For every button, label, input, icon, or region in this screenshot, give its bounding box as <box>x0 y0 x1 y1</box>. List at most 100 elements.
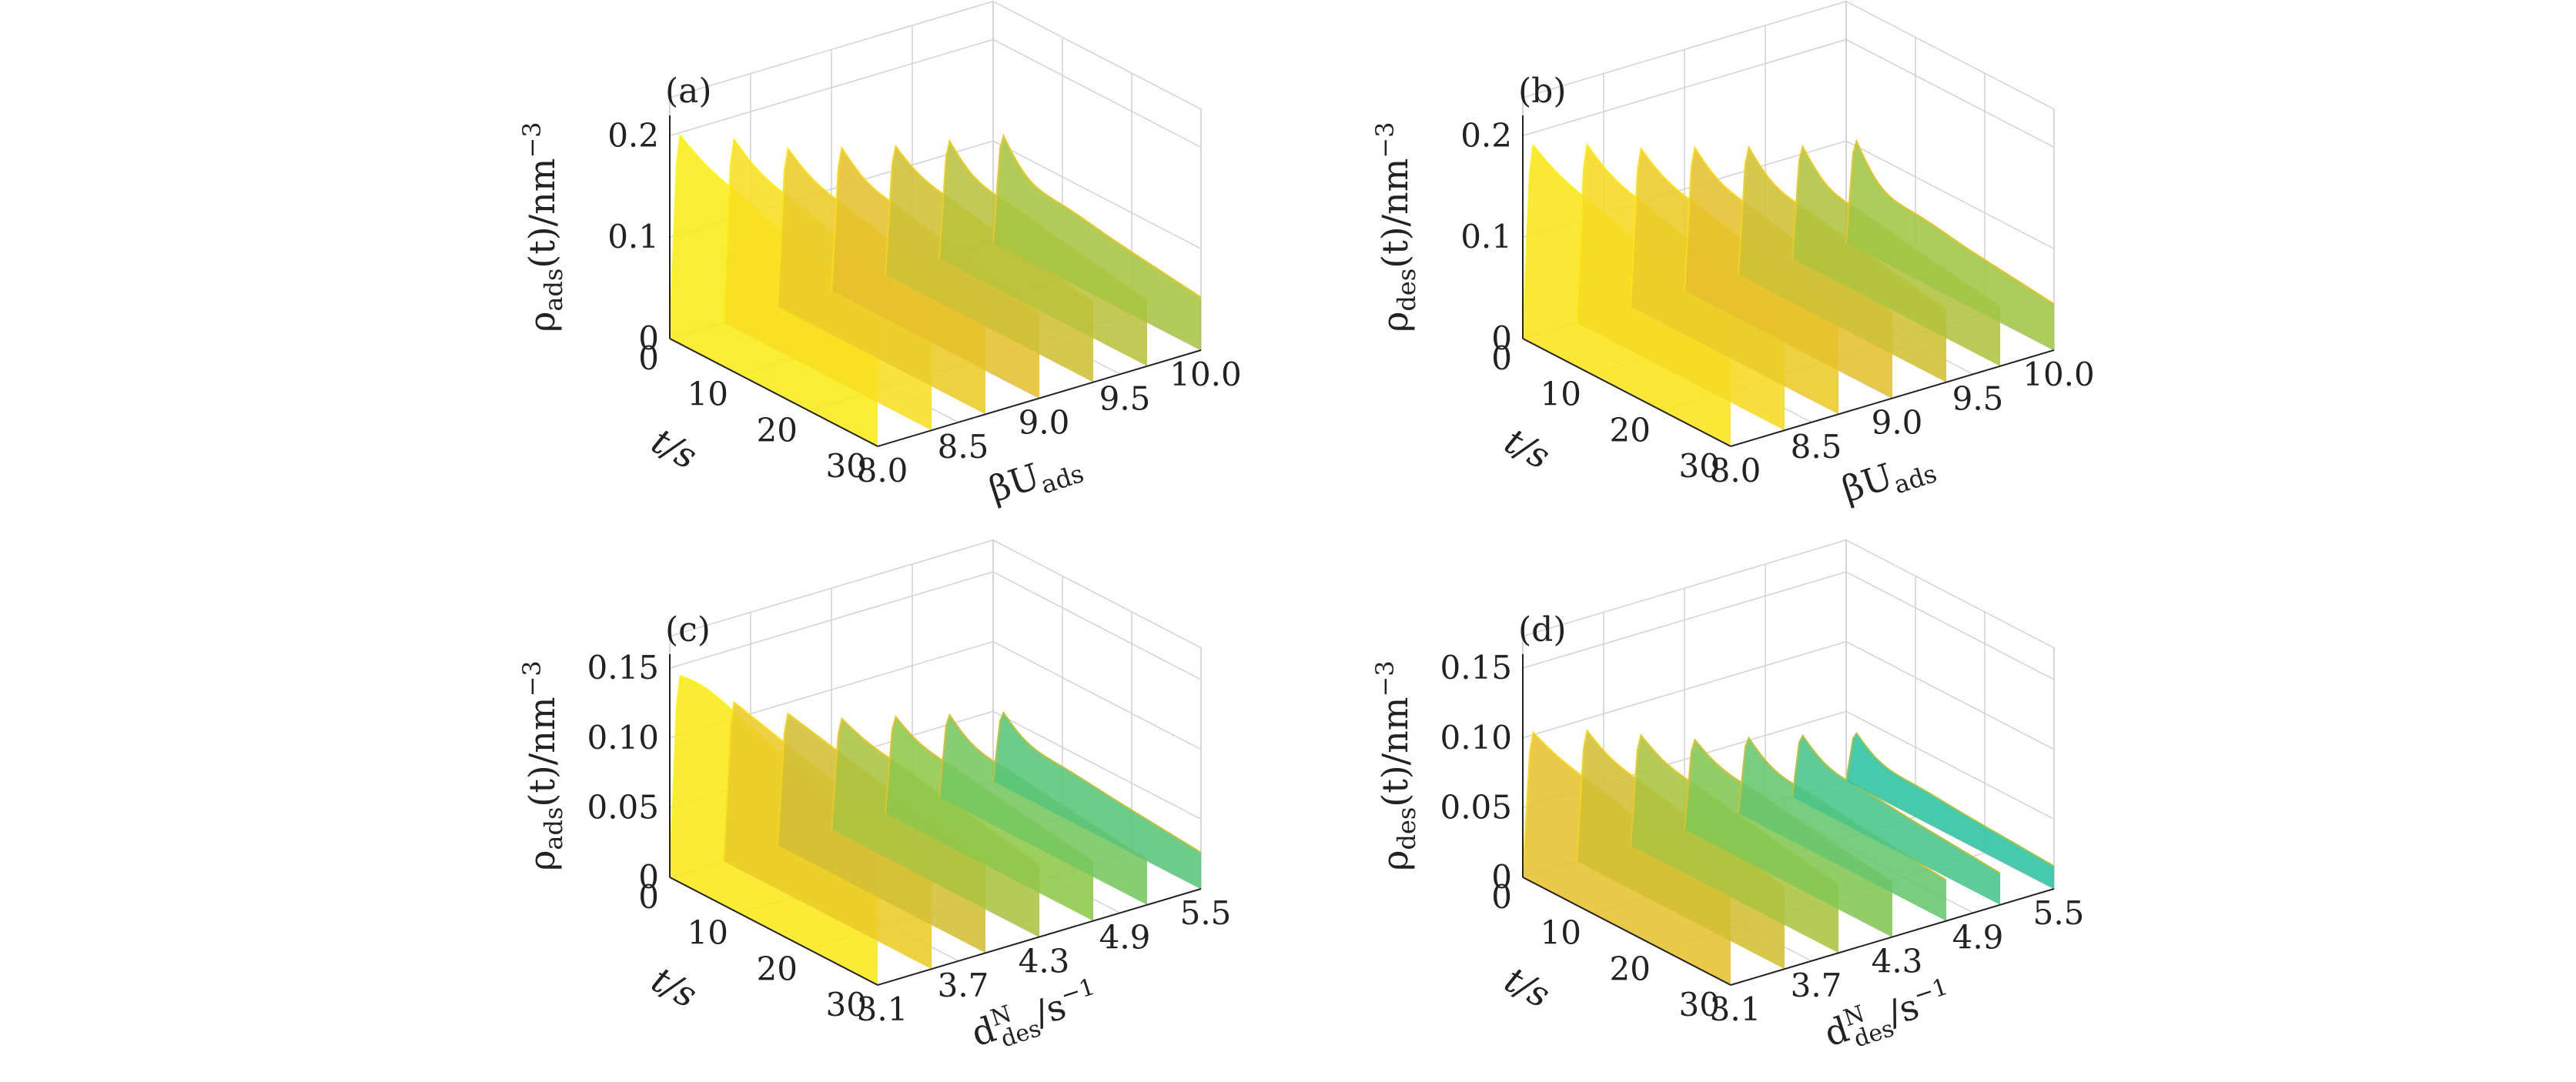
z-title-sup: −3 <box>517 122 547 158</box>
y-tick-label: 20 <box>757 411 798 449</box>
y-tick-label: 20 <box>757 950 798 987</box>
surface-ridge <box>1792 735 2000 905</box>
z-title-main: ρ <box>521 850 563 871</box>
z-title-rest: (t)/nm <box>1374 159 1416 269</box>
z-title-rest: (t)/nm <box>521 697 563 807</box>
svg-text:βUads: βUads <box>984 442 1087 516</box>
y-tick-label: 10 <box>687 914 728 952</box>
y-tick-label: 0 <box>1491 878 1512 916</box>
z-title-sub: des <box>1392 807 1421 850</box>
x-tick-label: 5.5 <box>1180 894 1232 932</box>
panel-label: (d) <box>1518 610 1567 650</box>
t-title: t/s <box>1498 959 1557 1017</box>
surface <box>669 133 1202 446</box>
surface-ridge-edge <box>992 133 1202 299</box>
x-title-main: βU <box>1837 455 1898 510</box>
y-tick-label: 10 <box>1541 376 1581 413</box>
y-tick-label: 30 <box>826 986 867 1024</box>
z-tick-label: 0 <box>1491 858 1512 896</box>
y-tick-label: 20 <box>1610 411 1651 449</box>
z-tick-label: 0.10 <box>587 719 659 756</box>
panel-label: (a) <box>665 72 712 111</box>
z-title-sub: des <box>1392 269 1421 312</box>
z-axis-title: ρads(t)/nm−3 <box>517 122 568 332</box>
x-tick-label: 8.0 <box>857 452 908 489</box>
z-title-sup: −3 <box>1370 660 1400 696</box>
x-tick-label: 10.0 <box>1169 356 1242 393</box>
x-title-sub: ads <box>1890 459 1940 499</box>
t-title: t/s <box>645 959 704 1017</box>
z-tick-label: 0.1 <box>1460 218 1512 255</box>
z-axis-title: ρdes(t)/nm−3 <box>1370 122 1421 332</box>
surface <box>1522 139 2055 446</box>
z-tick-label: 0.1 <box>607 218 659 255</box>
x-tick-label: 9.0 <box>1019 404 1070 442</box>
svg-text:ρads(t)/nm−3: ρads(t)/nm−3 <box>517 122 568 332</box>
z-tick-label: 0 <box>638 858 659 896</box>
surface-ridge <box>1846 141 2054 350</box>
axes-frame <box>669 115 1202 447</box>
svg-text:ρdes(t)/nm−3: ρdes(t)/nm−3 <box>1370 122 1421 332</box>
x-tick-label: 10.0 <box>2022 356 2095 393</box>
x-tick-label: 3.1 <box>1710 990 1761 1028</box>
t-title: t/s <box>1498 420 1557 478</box>
y-tick-label: 10 <box>1541 914 1581 952</box>
z-tick-label: 0 <box>638 319 659 357</box>
z-tick-label: 0.15 <box>587 649 659 686</box>
z-tick-label: 0.2 <box>1460 116 1512 154</box>
svg-text:ρads(t)/nm−3: ρads(t)/nm−3 <box>517 660 568 870</box>
x-tick-label: 8.5 <box>938 428 989 466</box>
z-tick-label: 0.10 <box>1440 719 1512 756</box>
x-tick-label: 3.1 <box>857 990 908 1028</box>
x-tick-label: 8.0 <box>1710 452 1761 489</box>
z-title-rest: (t)/nm <box>1374 697 1416 807</box>
z-tick-label: 0.15 <box>1440 649 1512 686</box>
z-title-sub: ads <box>539 807 568 850</box>
y-tick-label: 0 <box>638 878 659 916</box>
surface <box>669 675 1202 985</box>
x-tick-label: 4.9 <box>1099 918 1151 956</box>
z-title-sub: ads <box>539 269 568 312</box>
z-tick-label: 0.05 <box>1440 788 1512 826</box>
z-tick-label: 0 <box>1491 319 1512 357</box>
z-title-main: ρ <box>1374 850 1416 871</box>
y-tick-label: 30 <box>826 447 867 485</box>
x-tick-label: 9.5 <box>1952 379 2004 417</box>
t-axis-title: t/s <box>645 959 704 1017</box>
z-tick-label: 0.05 <box>587 788 659 826</box>
z-title-sup: −3 <box>517 660 547 696</box>
z-title-main: ρ <box>1374 312 1416 332</box>
x-tick-label: 3.7 <box>938 967 989 1004</box>
t-axis-title: t/s <box>645 420 704 478</box>
surface-ridge-edge <box>1845 139 2055 305</box>
x-tick-label: 9.5 <box>1099 379 1151 417</box>
panel-a: 00.10.201020308.08.59.09.510.0(a)ρads(t)… <box>517 0 1242 516</box>
z-title-rest: (t)/nm <box>521 159 563 269</box>
panel-d: 0 0.05 0.10 0.15 0 10 20 303.1 3.7 4.3 4.9 5.5 (d) ρd… <box>1370 539 2084 1054</box>
y-tick-label: 30 <box>1679 986 1720 1024</box>
x-tick-label: 4.3 <box>1019 943 1070 980</box>
y-tick-label: 10 <box>687 376 728 413</box>
axes-frame <box>669 654 1202 986</box>
x-tick-label: 4.9 <box>1952 918 2004 956</box>
x-title-sub: ads <box>1037 459 1087 499</box>
surface-ridge <box>1846 733 2054 889</box>
x-axis-title: βUads <box>984 442 1087 516</box>
x-tick-label: 4.3 <box>1872 943 1923 980</box>
z-tick-label: 0.2 <box>607 116 659 154</box>
y-tick-label: 0 <box>1491 339 1512 377</box>
x-title-main: βU <box>984 455 1045 510</box>
t-axis-title: t/s <box>1498 420 1557 478</box>
panel-label: (c) <box>665 610 711 650</box>
surface-ridge-edge <box>992 711 1202 853</box>
panel-b: 0 0.1 0.2 0 10 20 308.0 8.5 9.0 9.5 10.0 (b) ρdes(t)… <box>1370 0 2095 510</box>
z-axis-title: ρads(t)/nm−3 <box>517 660 568 870</box>
surface <box>1522 729 2055 985</box>
z-title-sup: −3 <box>1370 122 1400 158</box>
x-tick-label: 8.5 <box>1791 428 1842 466</box>
axes-frame <box>1522 654 2055 986</box>
x-tick-label: 9.0 <box>1872 404 1923 442</box>
z-title-main: ρ <box>521 312 563 332</box>
surface-ridge-edge <box>1791 733 2001 874</box>
